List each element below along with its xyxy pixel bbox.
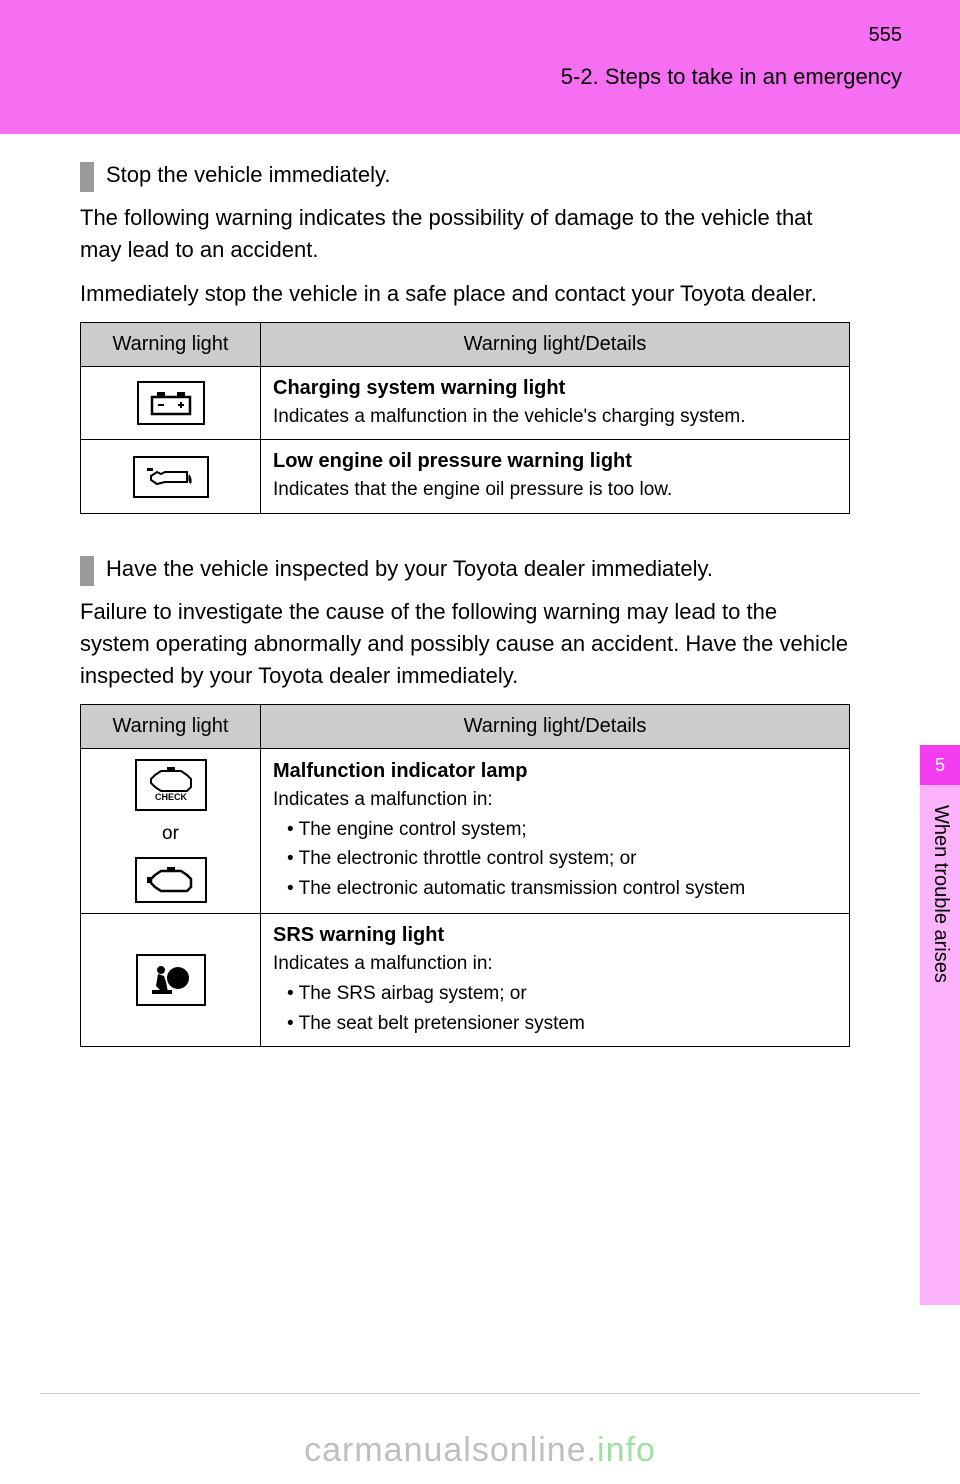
svg-text:CHECK: CHECK [154, 792, 187, 802]
table-header-row: Warning light Warning light/Details [81, 322, 850, 366]
th-warning-light: Warning light [81, 704, 261, 748]
icon-cell-battery [81, 366, 261, 440]
section2-heading: Have the vehicle inspected by your Toyot… [80, 554, 850, 586]
watermark-a: carmanualsonline. [304, 1431, 597, 1469]
section1-para2: Immediately stop the vehicle in a safe p… [80, 278, 850, 310]
section2-table: Warning light Warning light/Details CHEC… [80, 704, 850, 1048]
table-row: Charging system warning light Indicates … [81, 366, 850, 440]
airbag-icon [136, 954, 206, 1006]
icon-cell-oil [81, 440, 261, 514]
section2-title: Have the vehicle inspected by your Toyot… [106, 554, 713, 584]
engine-icon [135, 857, 207, 903]
or-label: or [93, 821, 248, 848]
row-detail-intro: Indicates a malfunction in: [273, 951, 837, 977]
side-tab: 5 When trouble arises [920, 745, 960, 1305]
row-detail-intro: Indicates a malfunction in: [273, 787, 837, 813]
row-bullet: • The engine control system; [287, 817, 837, 843]
row-title: Low engine oil pressure warning light [273, 450, 632, 472]
page-number: 555 [869, 24, 902, 47]
chapter-number: 5 [920, 745, 960, 785]
section1-para1: The following warning indicates the poss… [80, 202, 850, 266]
table-header-row: Warning light Warning light/Details [81, 704, 850, 748]
row-title: SRS warning light [273, 924, 444, 946]
watermark: carmanualsonline.info [0, 1431, 960, 1470]
table-row: SRS warning light Indicates a malfunctio… [81, 914, 850, 1047]
footer-rule [40, 1393, 920, 1394]
section1-table: Warning light Warning light/Details [80, 322, 850, 514]
table-row: Low engine oil pressure warning light In… [81, 440, 850, 514]
section2-para1: Failure to investigate the cause of the … [80, 596, 850, 692]
details-cell: Low engine oil pressure warning light In… [261, 440, 850, 514]
row-bullet: • The electronic throttle control system… [287, 846, 837, 872]
check-engine-icon: CHECK [135, 759, 207, 811]
header-bar: 555 5-2. Steps to take in an emergency [0, 0, 960, 134]
row-bullet: • The electronic automatic transmission … [287, 876, 837, 902]
battery-icon [137, 381, 205, 425]
section-mark-icon [80, 556, 94, 586]
row-title: Malfunction indicator lamp [273, 760, 527, 782]
breadcrumb: 5-2. Steps to take in an emergency [561, 64, 902, 90]
row-title: Charging system warning light [273, 377, 565, 399]
row-bullet: • The seat belt pretensioner system [287, 1011, 837, 1037]
section-mark-icon [80, 162, 94, 192]
section1-heading: Stop the vehicle immediately. [80, 160, 850, 192]
side-tab-label: When trouble arises [920, 785, 952, 983]
th-warning-light: Warning light [81, 322, 261, 366]
details-cell: Charging system warning light Indicates … [261, 366, 850, 440]
icon-cell-airbag [81, 914, 261, 1047]
row-detail: Indicates a malfunction in the vehicle's… [273, 404, 837, 430]
icon-cell-engine-group: CHECK or [81, 748, 261, 914]
oil-icon [133, 456, 209, 498]
content-area: Stop the vehicle immediately. The follow… [80, 160, 850, 1047]
th-details: Warning light/Details [261, 704, 850, 748]
section1-title: Stop the vehicle immediately. [106, 160, 391, 190]
th-details: Warning light/Details [261, 322, 850, 366]
row-detail: Indicates that the engine oil pressure i… [273, 477, 837, 503]
details-cell: SRS warning light Indicates a malfunctio… [261, 914, 850, 1047]
page-root: 555 5-2. Steps to take in an emergency 5… [0, 0, 960, 1484]
watermark-b: info [597, 1431, 656, 1469]
details-cell: Malfunction indicator lamp Indicates a m… [261, 748, 850, 914]
row-bullet: • The SRS airbag system; or [287, 981, 837, 1007]
